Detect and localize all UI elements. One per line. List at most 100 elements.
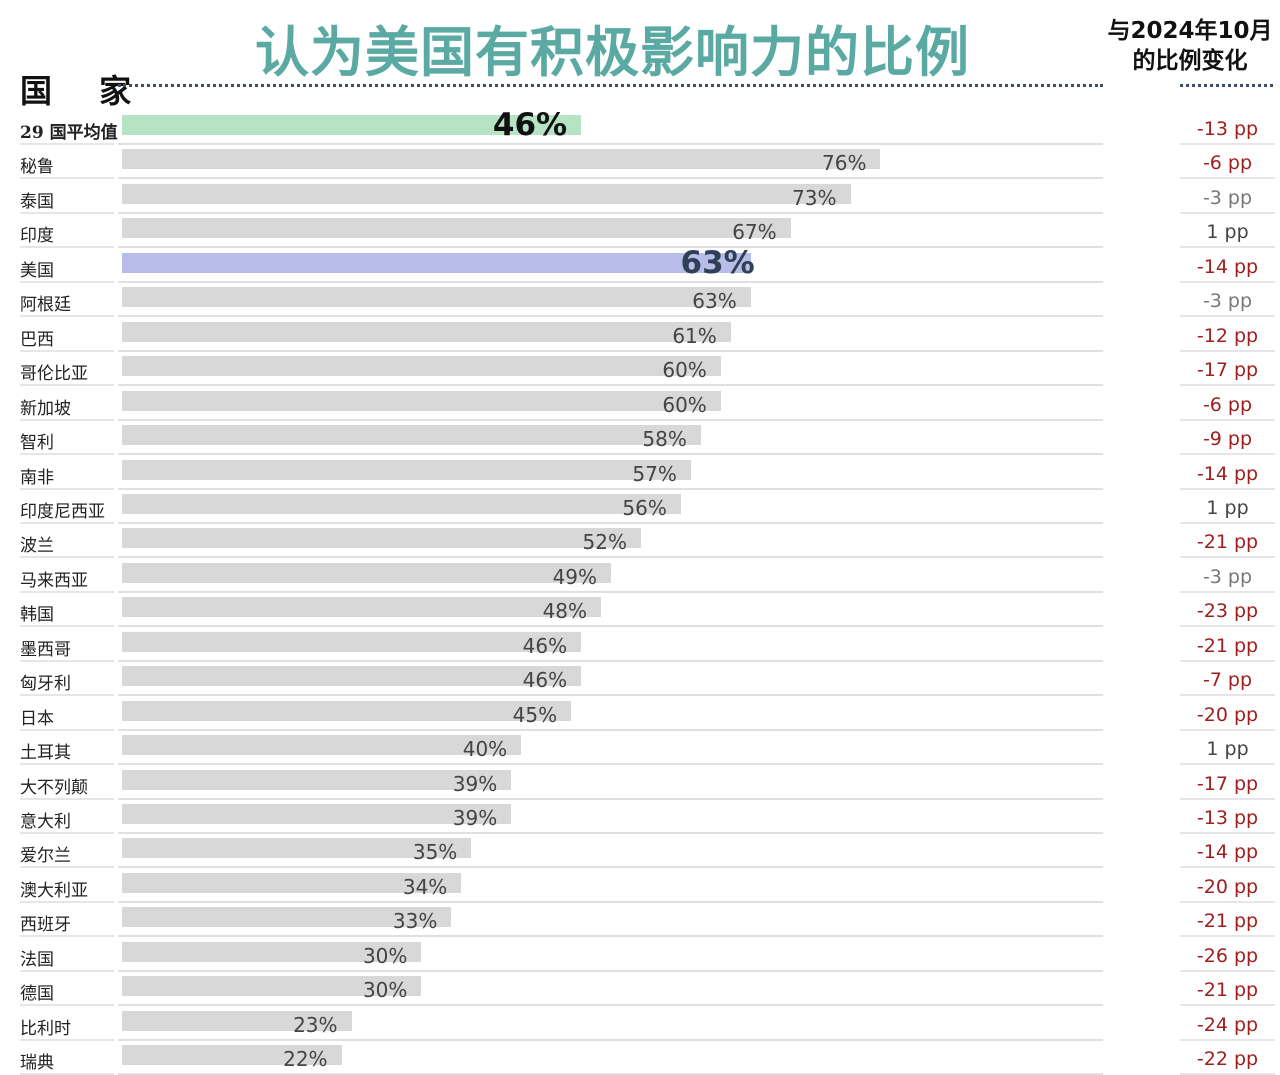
change-value: 1 pp bbox=[1206, 496, 1249, 519]
row-divider bbox=[20, 143, 114, 145]
change-value: -26 pp bbox=[1196, 944, 1259, 967]
country-label: 泰国 bbox=[20, 191, 54, 212]
country-label: 秘鲁 bbox=[20, 157, 54, 178]
row-divider bbox=[20, 418, 114, 421]
value-bar bbox=[122, 390, 721, 411]
row-divider bbox=[1180, 177, 1275, 180]
row-divider bbox=[1180, 315, 1275, 318]
country-label: 新加坡 bbox=[20, 398, 71, 419]
change-value: -21 pp bbox=[1196, 979, 1259, 1002]
country-label: 印度 bbox=[20, 226, 54, 247]
value-bar bbox=[122, 597, 602, 618]
bar-chart: 29 国平均值 46% -13 pp 秘鲁 76% -6 pp 泰国 73% -3 pp 印度 67… bbox=[20, 107, 1275, 1075]
change-value: -24 pp bbox=[1196, 1013, 1259, 1036]
value-bar bbox=[122, 666, 582, 687]
row-divider bbox=[1180, 211, 1275, 214]
value-bar bbox=[122, 459, 691, 480]
change-value: -14 pp bbox=[1196, 841, 1259, 864]
change-value: -17 pp bbox=[1196, 359, 1259, 382]
value-label: 39% bbox=[452, 771, 498, 796]
row-divider bbox=[118, 797, 1103, 800]
row-divider bbox=[20, 453, 114, 456]
row-divider bbox=[20, 280, 114, 283]
row-divider bbox=[20, 900, 114, 903]
value-bar bbox=[122, 562, 612, 583]
row-divider bbox=[118, 763, 1103, 766]
value-label: 63% bbox=[680, 244, 755, 281]
row-divider bbox=[1180, 1004, 1275, 1007]
row-divider bbox=[118, 453, 1103, 456]
value-label: 30% bbox=[362, 943, 408, 968]
row-divider bbox=[118, 521, 1103, 524]
row-divider bbox=[1180, 694, 1275, 697]
row-divider bbox=[1180, 590, 1275, 593]
row-divider bbox=[118, 1004, 1103, 1007]
change-header-line1: 与2024年10月 bbox=[1107, 18, 1273, 44]
value-bar bbox=[122, 769, 512, 790]
chart-title: 认为美国有积极影响力的比例 bbox=[255, 21, 970, 84]
country-label: 波兰 bbox=[20, 536, 54, 557]
row-divider bbox=[20, 246, 114, 249]
value-bar bbox=[122, 218, 791, 239]
country-label: 德国 bbox=[20, 984, 54, 1005]
value-bar bbox=[122, 183, 851, 204]
change-value: -9 pp bbox=[1202, 428, 1253, 451]
value-bar bbox=[122, 1010, 352, 1031]
country-label: 澳大利亚 bbox=[20, 880, 88, 901]
row-divider bbox=[20, 211, 114, 214]
row-divider bbox=[20, 728, 114, 731]
row-divider bbox=[1180, 935, 1275, 938]
value-bar bbox=[122, 252, 751, 273]
country-label: 巴西 bbox=[20, 329, 54, 350]
change-value: -3 pp bbox=[1202, 186, 1253, 209]
change-value: -21 pp bbox=[1196, 910, 1259, 933]
row-divider bbox=[1180, 246, 1275, 249]
country-label: 哥伦比亚 bbox=[20, 364, 88, 385]
row-divider bbox=[20, 349, 114, 352]
value-bar bbox=[122, 838, 472, 859]
row-divider bbox=[118, 418, 1103, 421]
change-value: -3 pp bbox=[1202, 290, 1253, 313]
change-value: -14 pp bbox=[1196, 255, 1259, 278]
row-divider bbox=[1180, 728, 1275, 731]
value-label: 61% bbox=[672, 323, 717, 348]
row-divider bbox=[118, 280, 1103, 283]
value-label: 45% bbox=[512, 702, 558, 727]
row-divider bbox=[20, 797, 114, 800]
value-label: 58% bbox=[642, 427, 687, 452]
row-divider bbox=[1180, 832, 1275, 834]
country-label: 日本 bbox=[20, 708, 54, 729]
row-divider bbox=[118, 1038, 1103, 1041]
country-label: 南非 bbox=[20, 467, 54, 488]
value-bar bbox=[122, 804, 512, 824]
header-dotted-rule bbox=[118, 84, 1103, 87]
value-bar bbox=[122, 631, 582, 652]
value-label: 49% bbox=[552, 564, 598, 589]
value-bar bbox=[122, 149, 881, 170]
row-divider bbox=[118, 866, 1103, 869]
change-value: -6 pp bbox=[1202, 393, 1253, 416]
row-divider bbox=[118, 487, 1103, 490]
value-label: 48% bbox=[542, 599, 588, 624]
value-label: 73% bbox=[792, 185, 837, 210]
row-divider bbox=[118, 384, 1103, 387]
country-label: 29 国平均值 bbox=[20, 123, 118, 143]
change-value: -6 pp bbox=[1202, 152, 1253, 175]
value-bar bbox=[122, 493, 681, 514]
value-label: 46% bbox=[492, 107, 568, 143]
change-value: -14 pp bbox=[1196, 462, 1259, 485]
value-bar bbox=[122, 976, 422, 997]
value-label: 57% bbox=[632, 461, 677, 486]
row-divider bbox=[118, 211, 1103, 214]
row-divider bbox=[1180, 487, 1275, 490]
value-bar bbox=[122, 941, 422, 962]
row-divider bbox=[118, 832, 1103, 834]
value-label: 56% bbox=[622, 495, 667, 520]
value-bar bbox=[122, 528, 641, 549]
change-value: -23 pp bbox=[1196, 600, 1259, 623]
value-label: 39% bbox=[452, 806, 498, 830]
row-divider bbox=[118, 935, 1103, 938]
country-column-header: 国 家 bbox=[20, 72, 150, 110]
value-bar bbox=[122, 907, 452, 928]
row-divider bbox=[1180, 453, 1275, 456]
